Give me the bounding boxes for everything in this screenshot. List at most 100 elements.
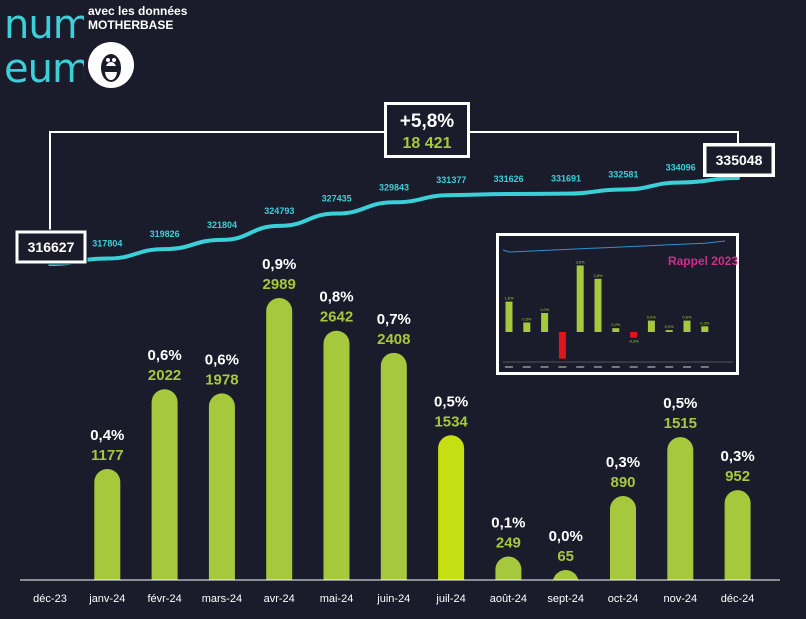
start-value: 316627 [28, 239, 75, 255]
inset-bar-label: 0,0% [665, 324, 675, 329]
inset-tick [665, 366, 674, 368]
end-value: 335048 [716, 152, 763, 168]
x-tick-label: juil-24 [435, 593, 465, 605]
bar-pct-label: 0,5% [434, 393, 468, 410]
inset-bar [665, 330, 673, 332]
bar-pct-label: 0,9% [262, 256, 296, 273]
bar-value-label: 1978 [205, 371, 238, 388]
inset-bar [612, 328, 620, 332]
line-value-label: 329843 [379, 182, 409, 192]
subtitle-line2: MOTHERBASE [88, 18, 174, 32]
bar [151, 389, 178, 580]
bar-pct-label: 0,4% [90, 427, 124, 444]
x-tick-label: avr-24 [264, 593, 295, 605]
line-value-label: 321804 [207, 220, 237, 230]
x-tick-label: févr-24 [147, 593, 181, 605]
inset-tick [522, 366, 531, 368]
inset-bar-label: 2,8% [593, 273, 603, 278]
line-value-label: 331377 [436, 175, 466, 185]
x-tick-label: oct-24 [608, 593, 639, 605]
bar [266, 298, 293, 580]
inset-tick [611, 366, 620, 368]
inset-bar [683, 320, 691, 332]
inset-bar [701, 326, 709, 332]
inset-bar-label: 0,6% [682, 315, 692, 320]
inset-bar-label: 1,0% [540, 307, 550, 312]
inset-tick [629, 366, 638, 368]
inset-bar-label: 0,5% [522, 317, 532, 322]
x-tick-label: déc-24 [721, 593, 755, 605]
logo-line1: num [4, 2, 84, 48]
line-value-label: 332581 [608, 170, 638, 180]
bar [323, 330, 350, 580]
x-tick-label: août-24 [490, 593, 527, 605]
end-value-box: 335048 [703, 143, 775, 177]
bar-value-label: 952 [725, 468, 750, 485]
inset-tick [505, 366, 513, 368]
bar-value-label: 2022 [148, 367, 181, 384]
inset-tick [540, 366, 549, 368]
bar [94, 468, 121, 580]
bar [667, 437, 694, 580]
bar-value-label: 249 [496, 535, 521, 552]
x-tick-label: mai-24 [320, 593, 354, 605]
logo-line2: eum [4, 46, 84, 88]
bar-value-label: 2408 [377, 331, 410, 348]
inset-tick [594, 366, 602, 368]
inset-bar [541, 313, 549, 332]
bar [438, 435, 465, 580]
inset-bar-label: 0,2% [611, 322, 621, 327]
inset-tick [558, 366, 567, 368]
x-tick-label: juin-24 [376, 593, 410, 605]
x-tick-label: nov-24 [663, 593, 697, 605]
inset-bar [576, 265, 584, 332]
bar-value-label: 890 [610, 474, 635, 491]
inset-tick [647, 366, 656, 368]
inset-bar-label: 0,6% [647, 315, 657, 320]
bar [552, 570, 579, 583]
line-value-label: 319826 [150, 229, 180, 239]
bar-pct-label: 0,8% [319, 289, 353, 306]
subtitle-line1: avec les données [88, 4, 188, 18]
bar-value-label: 2989 [263, 276, 296, 293]
inset-bar-label: 3,5% [576, 260, 586, 265]
line-series: 317804 319826 321804 324793 327435 329843 3313… [48, 162, 740, 266]
bar-pct-label: 0,6% [205, 351, 239, 368]
inset-bar [505, 301, 513, 332]
bar-pct-label: 0,3% [606, 454, 640, 471]
bar-series: 1177 0,4% 2022 0,6% 1978 0,6% 2989 0,9% 2642 0,8%… [90, 256, 755, 583]
bar [208, 393, 235, 580]
line-value-label: 331626 [494, 174, 524, 184]
bar-pct-label: 0,6% [147, 347, 181, 364]
inset-bar-label: 1,6% [504, 296, 514, 301]
inset-chart-2023: Rappel 2023 1,6% 0,5% 1,0% 3,5% 2,8% 0,2% -0,3… [496, 233, 739, 375]
inset-title: Rappel 2023 [668, 254, 738, 268]
bar-value-label: 1177 [91, 447, 124, 464]
inset-tick [683, 366, 691, 368]
inset-bar [647, 320, 655, 332]
penguin-icon [88, 42, 134, 88]
bar [610, 496, 636, 580]
inset-background [499, 236, 736, 372]
line-value-label: 331691 [551, 174, 581, 184]
inset-line [502, 240, 726, 253]
bar [380, 352, 407, 580]
cumulative-line [48, 176, 740, 266]
x-tick-label: sept-24 [547, 593, 584, 605]
inset-tick [576, 366, 585, 368]
inset-tick [700, 366, 709, 368]
bar-pct-label: 0,0% [549, 528, 583, 545]
bar-value-label: 2642 [320, 309, 353, 326]
x-tick-label: mars-24 [202, 593, 242, 605]
start-value-box: 316627 [14, 229, 88, 265]
bar-value-label: 65 [557, 548, 574, 565]
line-value-label: 317804 [92, 239, 122, 249]
growth-pct: +5,8% [400, 111, 455, 132]
line-value-label: 327435 [322, 194, 352, 204]
line-value-label: 334096 [666, 162, 696, 172]
bar-pct-label: 0,3% [720, 448, 754, 465]
numeum-logo: num eum [4, 2, 84, 88]
inset-bars: 1,6% 0,5% 1,0% 3,5% 2,8% 0,2% -0,3% 0,6% 0,0% 0,6… [504, 260, 710, 368]
bar-pct-label: 0,1% [491, 515, 525, 532]
